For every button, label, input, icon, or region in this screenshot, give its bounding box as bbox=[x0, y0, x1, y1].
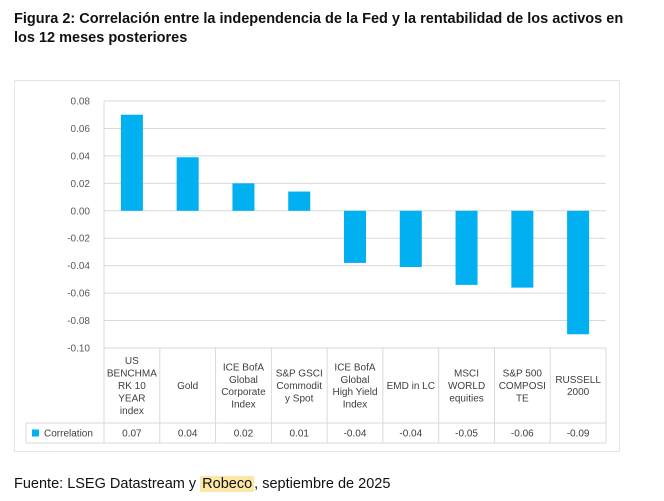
category-label: RUSSELL 2000 bbox=[555, 375, 601, 398]
bar bbox=[511, 210, 534, 288]
category-label: EMD in LC bbox=[387, 381, 435, 392]
category-label: US BENCHMA RK 10 YEAR index bbox=[107, 356, 157, 417]
data-label: 0.04 bbox=[178, 429, 198, 440]
data-label: 0.02 bbox=[234, 429, 254, 440]
data-label: -0.04 bbox=[344, 429, 367, 440]
source-highlight: Robeco bbox=[200, 476, 255, 492]
bar bbox=[120, 114, 143, 211]
y-tick-label: 0.08 bbox=[71, 97, 91, 108]
category-label: S&P 500 COMPOSI TE bbox=[499, 369, 546, 405]
data-label: -0.06 bbox=[511, 429, 534, 440]
bar bbox=[288, 191, 311, 211]
y-tick-label: -0.06 bbox=[67, 289, 90, 300]
category-label: ICE BofA Global High Yield Index bbox=[332, 362, 377, 410]
category-label: S&P GSCI Commodit y Spot bbox=[276, 369, 323, 405]
data-label: -0.04 bbox=[399, 429, 422, 440]
chart-title: Figura 2: Correlación entre la independe… bbox=[14, 11, 624, 46]
y-tick-label: 0.00 bbox=[71, 206, 91, 217]
legend-key bbox=[32, 429, 39, 437]
category-label: MSCI WORLD equities bbox=[448, 369, 485, 405]
bar bbox=[232, 183, 255, 211]
source-prefix: Fuente: LSEG Datastream y bbox=[14, 476, 201, 492]
y-tick-label: 0.04 bbox=[71, 151, 91, 162]
bar bbox=[399, 210, 422, 268]
bar bbox=[455, 210, 478, 285]
y-tick-label: -0.02 bbox=[67, 234, 90, 245]
bar bbox=[176, 157, 199, 211]
data-label: -0.05 bbox=[455, 429, 478, 440]
category-label: ICE BofA Global Corporate Index bbox=[221, 362, 266, 410]
source-suffix: , septiembre de 2025 bbox=[254, 476, 391, 492]
legend-label: Correlation bbox=[44, 429, 93, 440]
data-label: 0.01 bbox=[289, 429, 309, 440]
y-tick-label: -0.08 bbox=[67, 316, 90, 327]
bar bbox=[567, 210, 590, 335]
source-note: Fuente: LSEG Datastream y Robeco, septie… bbox=[14, 476, 390, 492]
y-tick-label: -0.04 bbox=[67, 261, 90, 272]
data-label: 0.07 bbox=[122, 429, 142, 440]
chart-frame bbox=[14, 80, 620, 452]
y-tick-label: 0.02 bbox=[71, 179, 91, 190]
y-tick-label: -0.10 bbox=[67, 344, 90, 355]
category-label: Gold bbox=[177, 381, 198, 392]
y-tick-label: 0.06 bbox=[71, 124, 91, 135]
bar bbox=[344, 210, 366, 263]
data-label: -0.09 bbox=[567, 429, 590, 440]
